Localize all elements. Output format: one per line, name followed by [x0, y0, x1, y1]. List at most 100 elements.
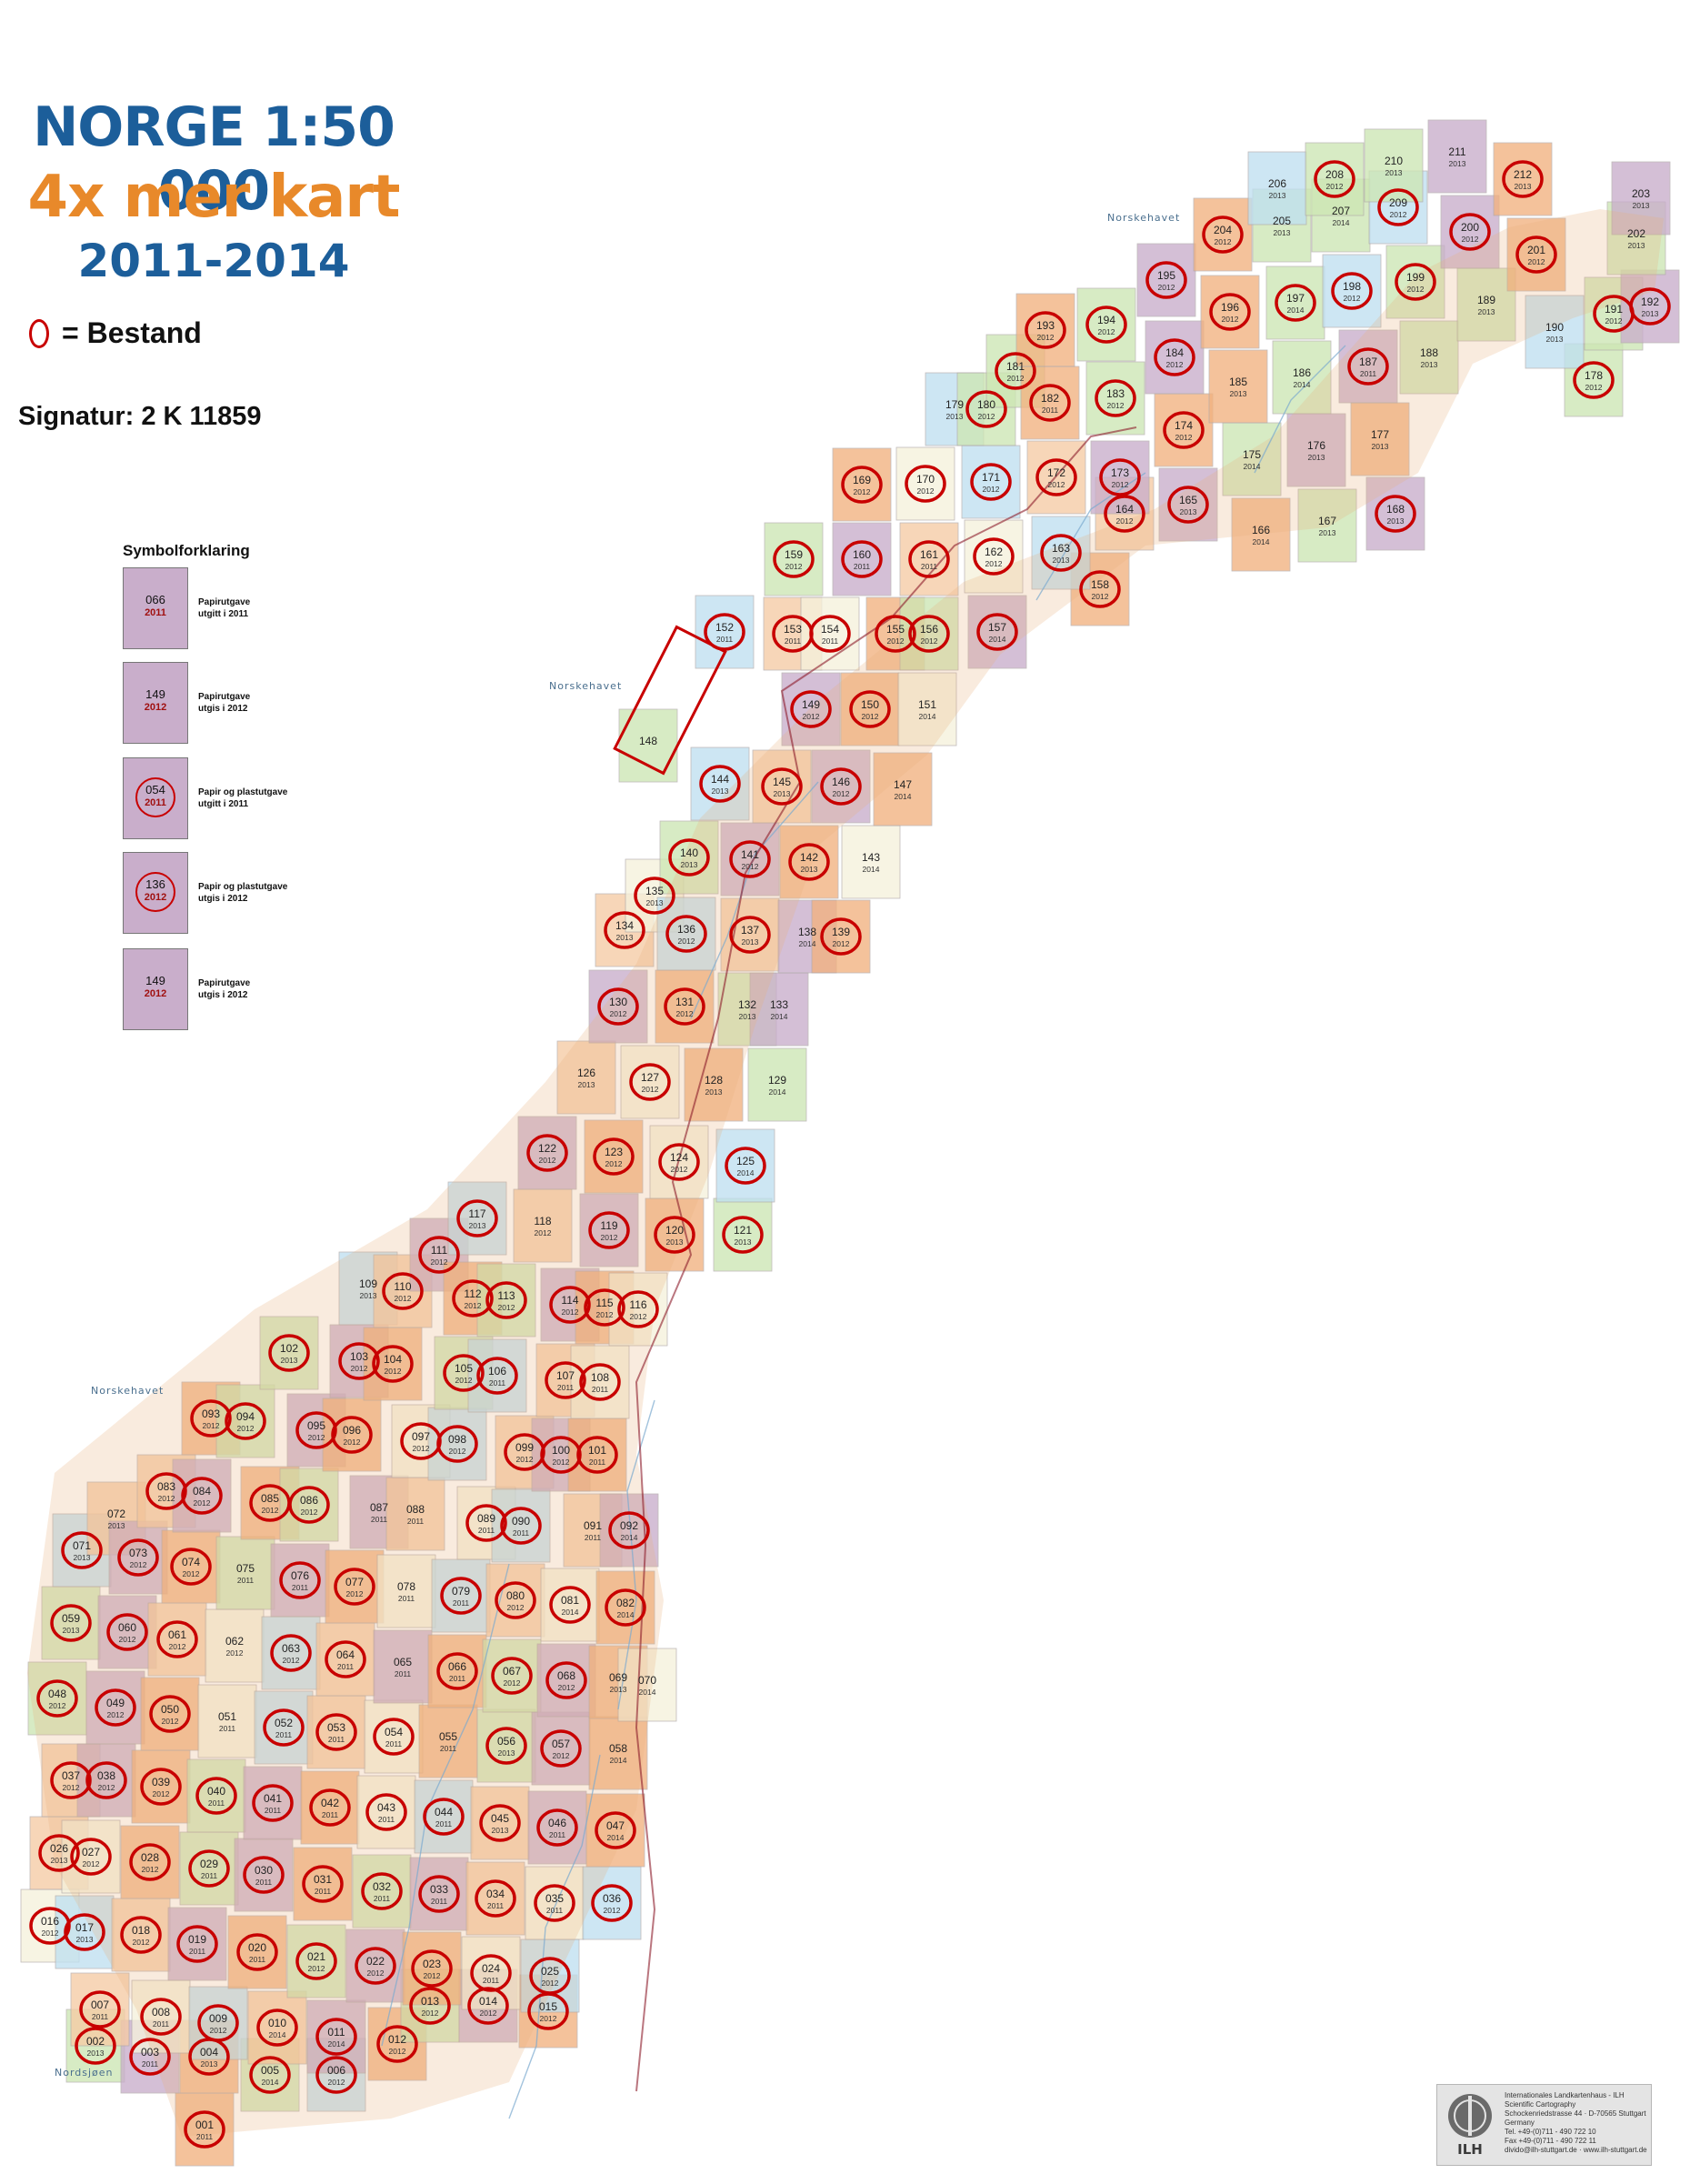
map-sheet-tile [1350, 402, 1410, 476]
sheet-year: 2013 [801, 865, 818, 874]
sheet-year: 2012 [1092, 592, 1109, 601]
sheet-number: 185 [1229, 376, 1247, 388]
sheet-year: 2013 [1053, 556, 1070, 565]
bestand-ring [1040, 534, 1082, 572]
sheet-number: 093 [202, 1408, 220, 1420]
bestand-label: = Bestand [62, 316, 202, 349]
bestand-ring [376, 2025, 418, 2063]
sheet-number: 006 [327, 2064, 345, 2077]
bestand-ring [479, 1804, 521, 1842]
sheet-year: 2012 [742, 862, 759, 871]
bestand-ring [156, 1620, 198, 1658]
sheet-year: 2012 [183, 1569, 200, 1578]
sheet-number: 111 [431, 1244, 448, 1257]
bestand-ring [295, 1411, 337, 1449]
sheet-number: 141 [741, 848, 759, 861]
sheet-year: 2013 [76, 1935, 94, 1944]
sheet-number: 074 [182, 1556, 200, 1568]
bestand-ring [120, 1916, 162, 1954]
bestand-ring [190, 1399, 232, 1438]
legend-number: 149 [145, 687, 165, 701]
sheet-number: 005 [261, 2064, 279, 2077]
sheet-year: 2011 [189, 1947, 206, 1956]
sheet-number: 049 [106, 1697, 125, 1709]
map-sheet-tile [841, 825, 901, 899]
sheet-year: 2011 [589, 1458, 606, 1467]
sheet-number: 100 [552, 1444, 570, 1457]
bestand-ring [365, 1793, 407, 1831]
sheet-number: 078 [397, 1580, 415, 1593]
sheet-number: 064 [336, 1648, 355, 1661]
sheet-number: 098 [448, 1433, 466, 1446]
sheet-year: 2012 [596, 1310, 614, 1319]
bestand-ring [452, 1279, 494, 1317]
sheet-year: 2012 [553, 1751, 570, 1760]
sheet-number: 031 [314, 1873, 332, 1886]
sheet-number: 001 [195, 2119, 214, 2131]
sheet-year: 2011 [328, 1735, 345, 1744]
sheet-year: 2011 [322, 1810, 339, 1819]
sheet-number: 196 [1221, 301, 1239, 314]
bestand-ring [485, 1727, 527, 1765]
sheet-number: 159 [785, 548, 803, 561]
sheet-year: 2012 [833, 789, 850, 798]
sheet-year: 2012 [539, 1156, 556, 1165]
bestand-ring [608, 1511, 650, 1549]
bestand-ring [593, 1137, 635, 1176]
sheet-year: 2014 [262, 2078, 279, 2087]
sheet-number: 054 [385, 1726, 403, 1738]
sheet-year: 2012 [119, 1635, 136, 1644]
bestand-ring [75, 2027, 116, 2065]
bestand-ring [382, 1272, 424, 1310]
sheet-number: 089 [477, 1512, 495, 1525]
sheet-number: 069 [609, 1671, 627, 1684]
sheet-number: 038 [97, 1769, 115, 1782]
sheet-year: 2012 [367, 1969, 385, 1978]
bestand-ring [140, 1998, 182, 2036]
sheet-number: 135 [645, 885, 664, 897]
publisher-logo: ILH [1457, 2141, 1483, 2158]
bestand-ring [279, 1561, 321, 1599]
sheet-year: 2013 [1230, 389, 1247, 398]
sheet-year: 2012 [226, 1648, 244, 1658]
legend-year: 2012 [144, 988, 167, 999]
sheet-number: 177 [1371, 428, 1389, 441]
sheet-year: 2011 [489, 1378, 506, 1388]
bestand-ring [1145, 261, 1187, 299]
map-sheet-tile [897, 672, 957, 746]
sheet-number: 202 [1627, 227, 1645, 240]
bestand-ring [436, 1652, 478, 1690]
bestand-ring [584, 1288, 625, 1327]
sheet-number: 026 [50, 1842, 68, 1855]
sea-label: Norskehavet [1107, 212, 1180, 224]
sheet-year: 2011 [921, 562, 938, 571]
bestand-ring [373, 1718, 415, 1756]
